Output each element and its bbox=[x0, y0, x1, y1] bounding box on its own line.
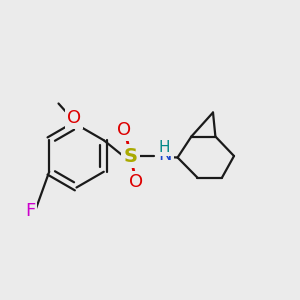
Text: O: O bbox=[129, 173, 144, 191]
Text: H: H bbox=[159, 140, 170, 155]
Text: O: O bbox=[67, 109, 81, 127]
Text: F: F bbox=[25, 202, 35, 220]
Text: S: S bbox=[124, 146, 137, 166]
Text: N: N bbox=[158, 146, 172, 164]
Text: O: O bbox=[117, 121, 132, 139]
